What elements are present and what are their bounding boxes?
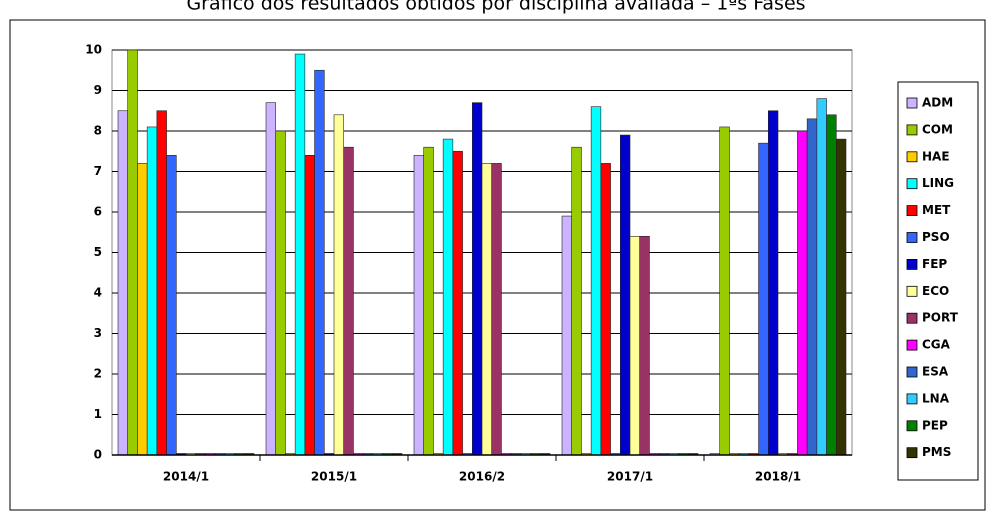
bar [314,69,325,456]
bar [806,118,818,456]
legend-label: CGA [922,338,951,352]
y-tick-label: 1 [94,407,102,421]
bar [275,130,286,456]
bar [590,106,602,456]
legend-label: FEP [922,257,947,271]
bar [561,215,573,456]
bar [758,142,769,456]
bar [166,155,177,456]
legend-swatch [906,447,918,459]
y-tick-label: 7 [94,164,102,178]
y-tick-label: 9 [94,83,102,97]
x-tick-label: 2017/1 [607,470,653,484]
bar [797,130,808,456]
bar [719,126,730,456]
y-tick-label: 8 [94,124,102,138]
legend-label: PORT [922,311,959,325]
legend-box [897,81,979,481]
y-tick-label: 4 [94,286,102,300]
bar [491,163,502,456]
bar [146,126,158,456]
legend-swatch [906,151,918,163]
bar [156,110,167,456]
bar [600,163,611,456]
bar [265,102,277,456]
legend-label: ESA [922,365,949,379]
legend-swatch [906,420,918,432]
bar [442,138,454,456]
x-tick-label: 2018/1 [755,470,801,484]
legend-swatch [906,312,918,324]
bar [333,114,345,456]
legend-swatch [906,178,918,190]
legend-swatch [906,205,918,217]
legend-swatch [906,285,918,297]
legend-label: LNA [922,391,950,405]
legend-label: PSO [922,230,950,244]
bar [117,110,129,456]
bar [452,150,463,456]
chart-title: Gráfico dos resultados obtidos por disci… [186,0,805,15]
y-tick-label: 10 [85,43,102,57]
legend-label: PEP [922,418,948,432]
y-tick-label: 3 [94,326,102,340]
legend-label: LING [922,176,954,190]
bar [413,155,425,456]
legend-swatch [906,393,918,405]
legend-label: PMS [922,445,951,459]
x-tick-label: 2014/1 [163,470,209,484]
bar [423,146,434,456]
legend-swatch [906,232,918,243]
bar [619,134,631,456]
y-tick-label: 5 [94,245,102,259]
legend-label: ADM [922,96,953,110]
bar [816,98,827,456]
y-tick-label: 2 [94,367,102,381]
bar [629,236,641,456]
bar [343,146,354,456]
x-tick-label: 2015/1 [311,470,357,484]
bar [127,49,138,456]
legend-swatch [906,124,918,136]
y-tick-label: 0 [94,448,102,462]
legend-label: MET [922,203,951,217]
bar [639,236,650,456]
legend-label: ECO [922,284,949,298]
bar [137,163,148,456]
legend-label: HAE [922,149,950,163]
legend-swatch [906,366,918,378]
x-tick-label: 2016/2 [459,470,505,484]
bar [835,138,847,456]
legend-label: COM [922,122,953,136]
legend-swatch [906,97,918,109]
bar [294,53,306,456]
bar [826,114,837,456]
y-tick-label: 6 [94,205,102,219]
legend-swatch [906,339,918,351]
bar [571,146,582,456]
legend-swatch [906,258,918,270]
bar [304,155,315,456]
bar [481,163,493,456]
bar [471,102,483,456]
bar [767,110,779,456]
